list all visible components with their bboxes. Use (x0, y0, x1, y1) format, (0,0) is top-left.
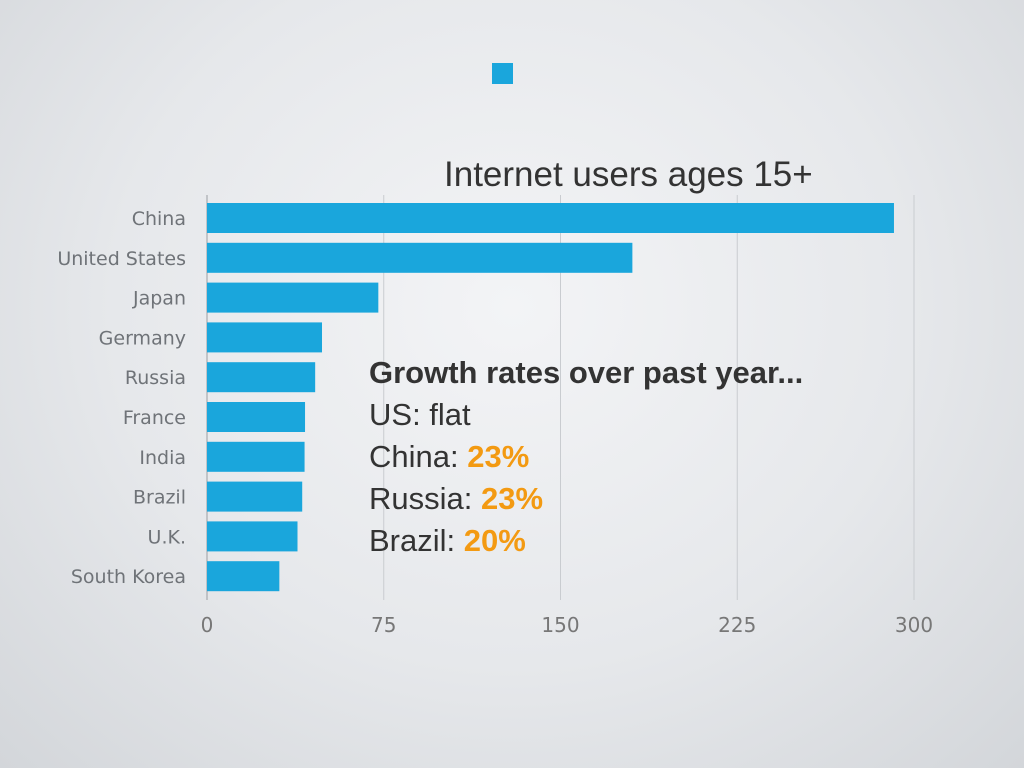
growth-annotation: Growth rates over past year... US: flat … (369, 352, 803, 562)
y-category-label: Germany (99, 327, 186, 349)
x-tick-label: 225 (718, 613, 756, 637)
x-tick-label: 75 (371, 613, 396, 637)
y-category-label: South Korea (71, 566, 186, 588)
y-category-label: Russia (125, 367, 186, 389)
annotation-heading: Growth rates over past year... (369, 355, 804, 390)
x-tick-label: 150 (541, 613, 579, 637)
annotation-line: US: flat (369, 397, 471, 432)
x-tick-label: 0 (201, 613, 214, 637)
annotation-line: Brazil: 20% (369, 523, 526, 558)
bar (207, 561, 280, 592)
y-category-label: India (139, 447, 186, 469)
bar (207, 402, 306, 432)
bar (207, 362, 316, 393)
y-category-label: Brazil (133, 487, 186, 509)
annotation-line: Russia: 23% (369, 481, 544, 516)
bar (207, 441, 305, 472)
y-category-label: Japan (132, 288, 186, 310)
decorative-square (492, 63, 513, 84)
bar (207, 481, 303, 512)
y-category-label: France (123, 407, 186, 429)
annotation-line: China: 23% (369, 439, 530, 474)
bar (207, 322, 323, 353)
bar (207, 203, 894, 233)
chart-title: Internet users ages 15+ (444, 155, 813, 194)
bar (207, 242, 633, 273)
bar (207, 282, 379, 313)
x-tick-label: 300 (895, 613, 933, 637)
y-category-label: U.K. (148, 526, 186, 548)
y-category-label: China (132, 208, 186, 230)
y-category-label: United States (57, 248, 186, 270)
bar (207, 521, 298, 552)
